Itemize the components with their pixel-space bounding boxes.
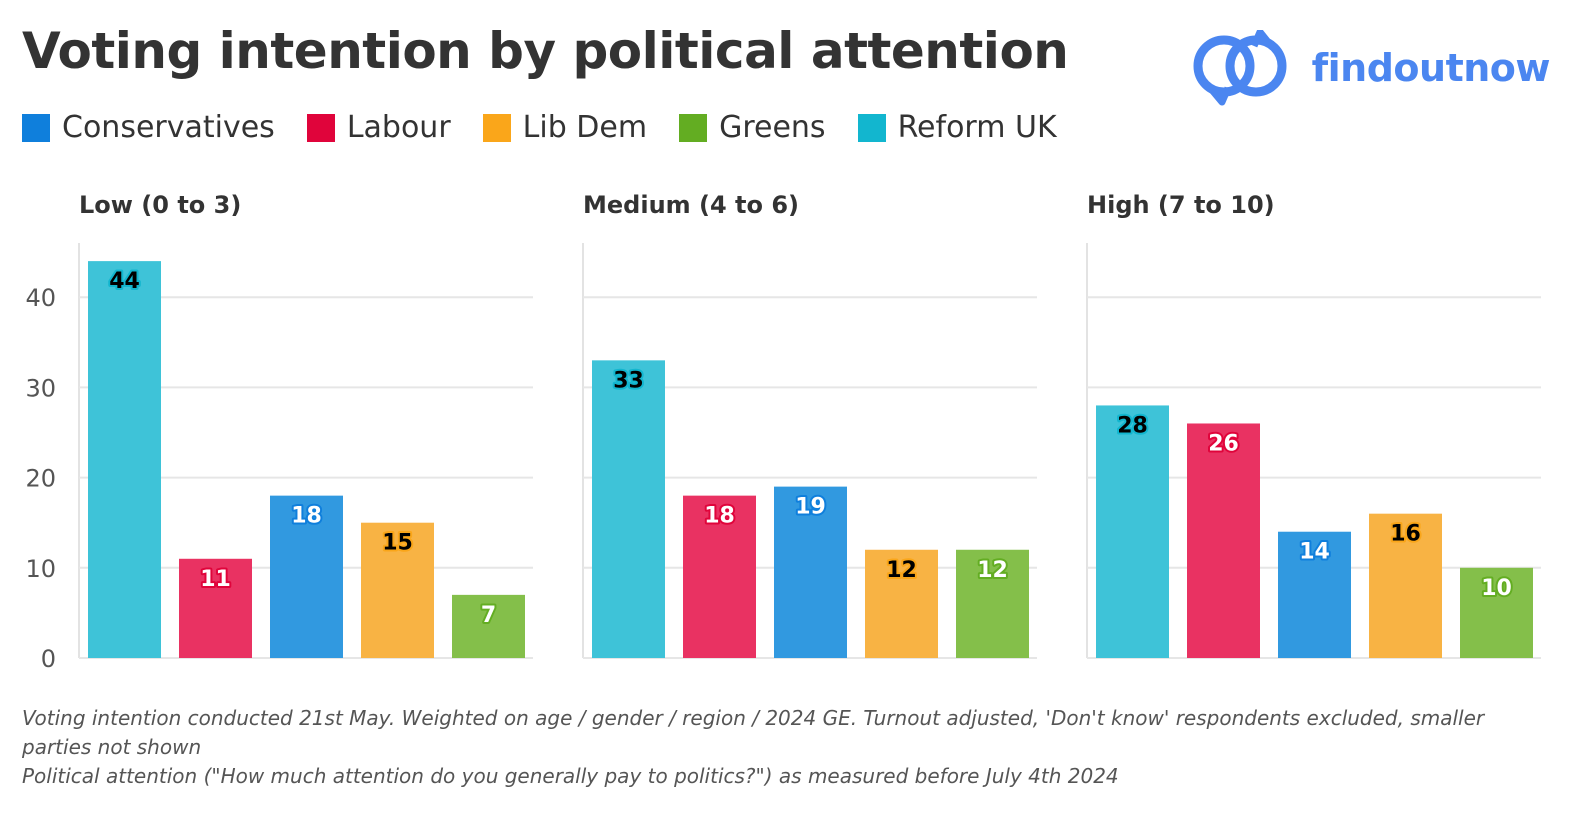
- panel-title: High (7 to 10): [1087, 191, 1275, 219]
- legend-label: Lib Dem: [522, 110, 648, 145]
- data-label: 18: [704, 504, 735, 529]
- chart-footnote: Voting intention conducted 21st May. Wei…: [22, 704, 1522, 791]
- footnote-line-2: Political attention ("How much attention…: [22, 764, 1119, 788]
- chart-title: Voting intention by political attention: [22, 22, 1069, 80]
- bar: [361, 522, 434, 658]
- data-label: 44: [109, 269, 140, 294]
- legend-item: Labour: [306, 110, 451, 145]
- chart-legend: Conservatives Labour Lib Dem Greens Reform U…: [22, 110, 1089, 145]
- bar: [592, 360, 665, 658]
- bar: [956, 549, 1029, 658]
- data-label: 18: [291, 504, 322, 529]
- data-label: 12: [977, 558, 1008, 583]
- bar: [683, 495, 756, 658]
- bar: [774, 486, 847, 658]
- legend-label: Greens: [719, 110, 826, 145]
- legend-item: Reform UK: [857, 110, 1057, 145]
- legend-swatch: [857, 113, 886, 142]
- legend-swatch: [306, 113, 335, 142]
- findoutnow-logo: findoutnow: [1188, 30, 1551, 106]
- legend-item: Lib Dem: [482, 110, 648, 145]
- bar: [1096, 405, 1169, 658]
- legend-item: Conservatives: [22, 110, 275, 145]
- bar: [88, 261, 161, 658]
- data-label: 33: [613, 368, 644, 393]
- bar: [270, 495, 343, 658]
- legend-swatch: [22, 113, 50, 142]
- y-tick-label: 10: [25, 555, 56, 583]
- footnote-line-1: Voting intention conducted 21st May. Wei…: [22, 706, 1485, 759]
- data-label: 12: [886, 558, 917, 583]
- data-label: 11: [200, 567, 231, 592]
- legend-label: Labour: [346, 110, 451, 145]
- y-tick-label: 30: [25, 374, 56, 402]
- panel-title: Medium (4 to 6): [583, 191, 799, 219]
- data-label: 26: [1208, 431, 1239, 456]
- data-label: 19: [795, 495, 826, 520]
- bar-chart: 0 10 20 30 40 Low (0 to 3) 44 11 18 15 7 Medium (4 …: [25, 191, 1541, 673]
- data-label: 15: [382, 531, 413, 556]
- data-label: 14: [1299, 540, 1330, 565]
- data-label: 10: [1481, 576, 1512, 601]
- y-tick-label: 20: [25, 465, 56, 493]
- legend-label: Conservatives: [62, 110, 275, 145]
- data-label: 7: [481, 603, 496, 628]
- legend-swatch: [679, 113, 708, 142]
- bar: [1187, 423, 1260, 658]
- data-label: 28: [1117, 413, 1148, 438]
- bar: [865, 549, 938, 658]
- bar: [452, 594, 525, 658]
- bar: [179, 558, 252, 658]
- linked-rings-icon: [1193, 30, 1287, 106]
- panel-title: Low (0 to 3): [79, 191, 241, 219]
- legend-swatch: [482, 113, 511, 142]
- bar: [1369, 513, 1442, 658]
- bar: [1460, 567, 1533, 658]
- data-label: 16: [1390, 522, 1421, 547]
- logo-wordmark: findoutnow: [1311, 46, 1551, 90]
- y-tick-label: 0: [41, 645, 56, 673]
- legend-item: Greens: [679, 110, 826, 145]
- legend-label: Reform UK: [897, 110, 1057, 145]
- y-tick-label: 40: [25, 284, 56, 312]
- bar: [1278, 531, 1351, 658]
